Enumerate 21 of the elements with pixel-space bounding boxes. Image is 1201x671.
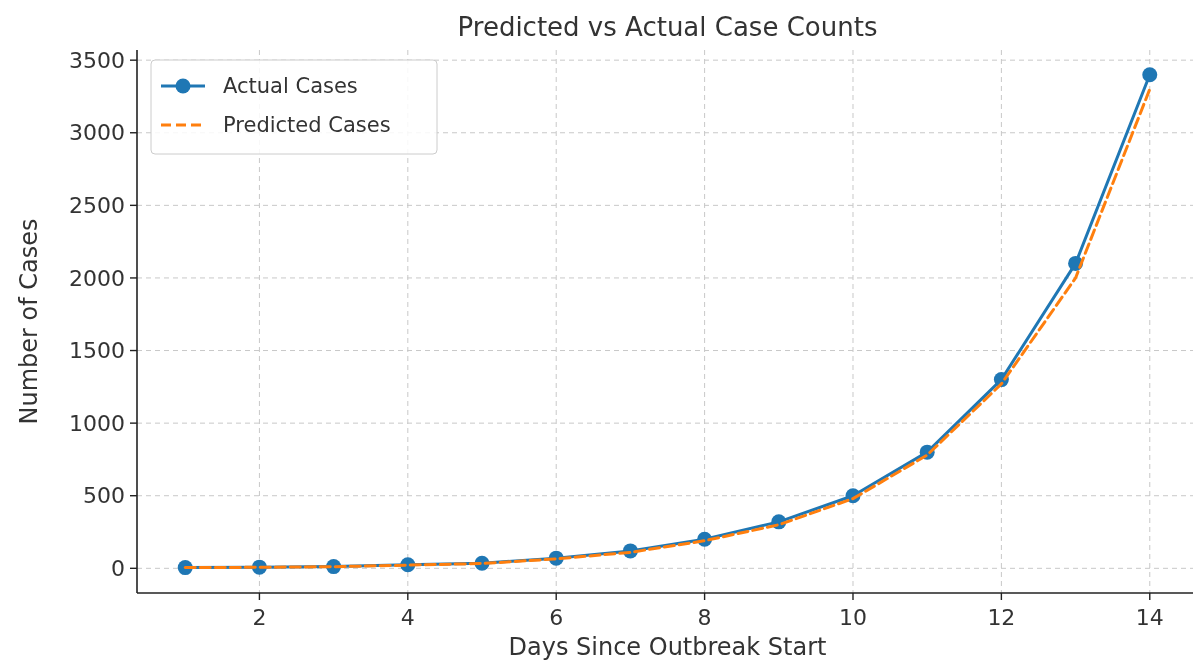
chart-title: Predicted vs Actual Case Counts [457, 12, 878, 42]
x-tick-label: 8 [697, 605, 712, 630]
point [1142, 67, 1158, 83]
y-tick-label: 1000 [69, 410, 125, 436]
x-tick-label: 2 [252, 605, 267, 630]
legend-label: Actual Cases [223, 74, 358, 99]
x-axis-title: Days Since Outbreak Start [508, 633, 827, 661]
y-tick-label: 0 [111, 556, 125, 582]
y-tick-label: 500 [83, 483, 125, 509]
x-tick-label: 12 [987, 605, 1016, 630]
legend-label: Predicted Cases [223, 113, 391, 138]
y-tick-label: 2500 [69, 193, 125, 219]
y-tick-label: 3500 [69, 47, 125, 73]
x-tick-label: 6 [549, 605, 564, 630]
y-axis-title: Number of Cases [15, 218, 43, 425]
y-tick-label: 1500 [69, 338, 125, 364]
y-tick-label: 2000 [69, 265, 125, 291]
y-tick-label: 3000 [69, 120, 125, 146]
x-tick-label: 4 [400, 605, 415, 630]
x-tick-label: 14 [1135, 605, 1164, 630]
x-tick-label: 10 [838, 605, 867, 630]
